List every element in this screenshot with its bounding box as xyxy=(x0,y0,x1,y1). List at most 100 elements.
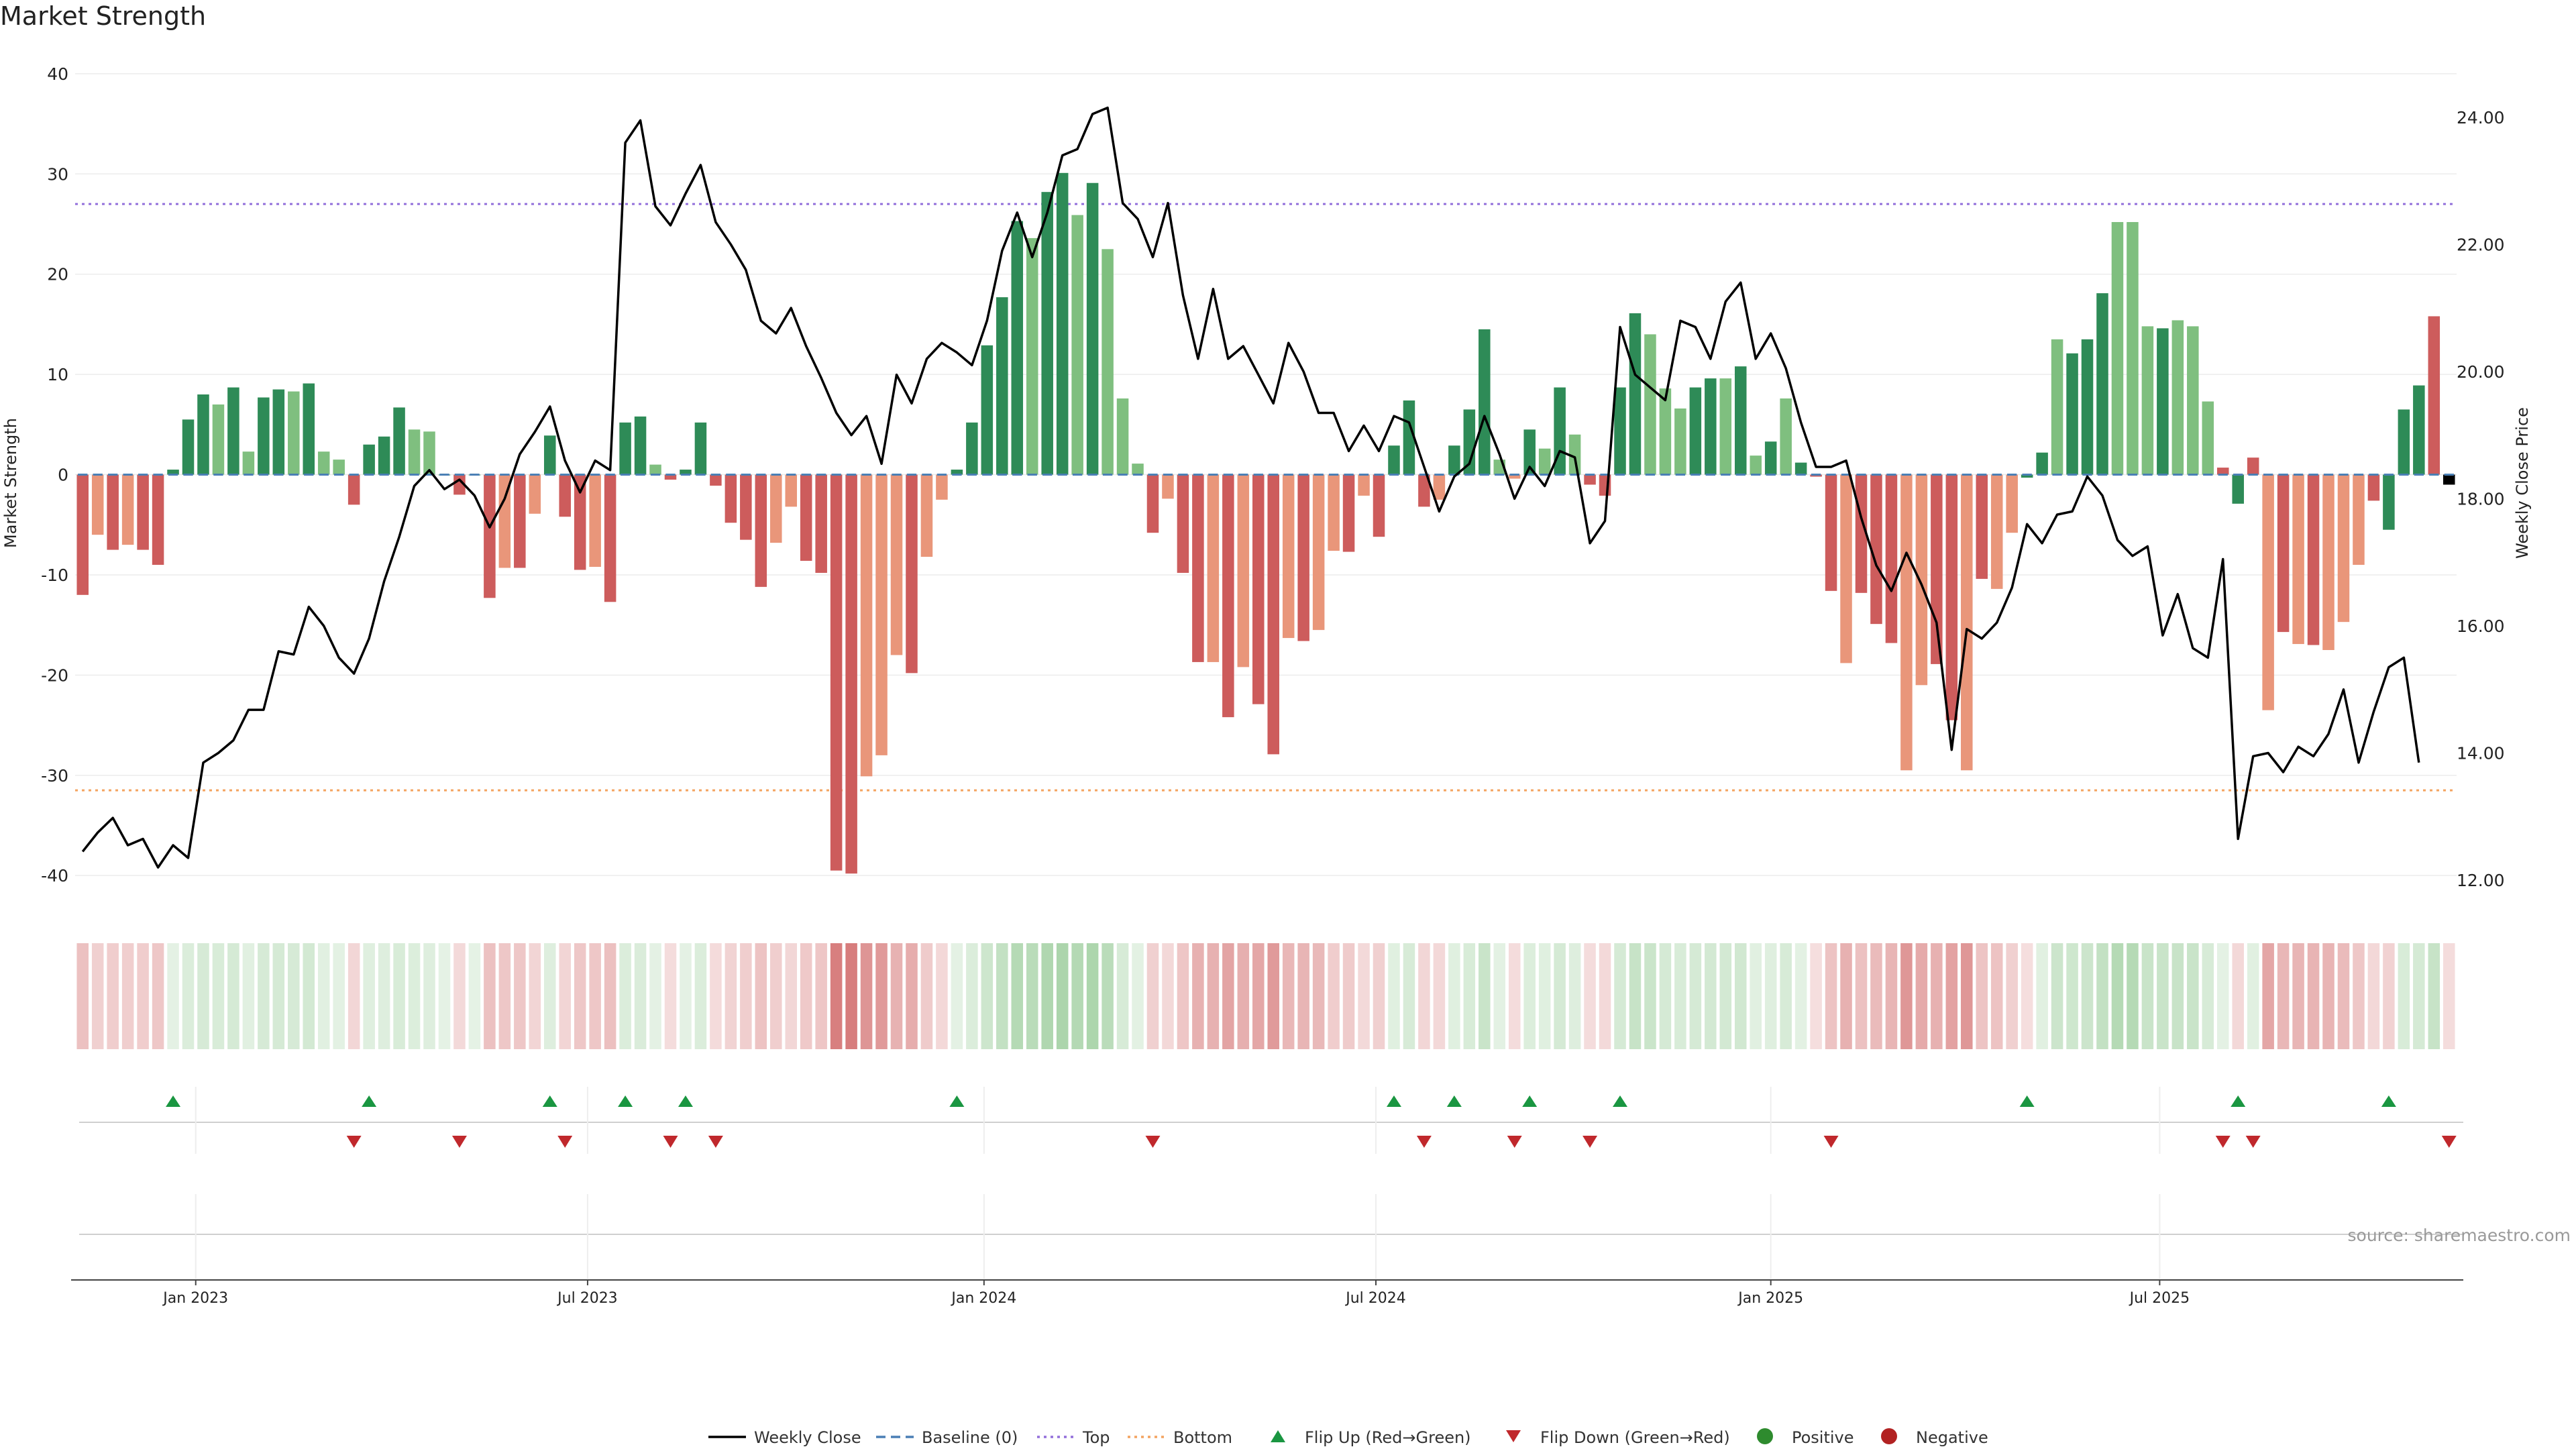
heat-cell xyxy=(875,943,888,1049)
heat-cell xyxy=(2247,943,2259,1049)
strength-bar xyxy=(1734,366,1747,475)
heat-cell xyxy=(529,943,541,1049)
legend-swatch xyxy=(1506,1430,1521,1442)
strength-bar xyxy=(1689,387,1702,475)
y-tick-left: -10 xyxy=(41,566,68,585)
flip-up-marker xyxy=(2231,1095,2246,1107)
heat-cell xyxy=(1342,943,1355,1049)
strength-bar xyxy=(1011,221,1024,475)
x-tick-label: Jan 2024 xyxy=(950,1290,1016,1307)
heat-cell xyxy=(890,943,903,1049)
legend-item-negative: Negative xyxy=(1881,1428,1988,1447)
strength-bar xyxy=(212,404,225,475)
heat-cell xyxy=(1750,943,1762,1049)
heat-cell xyxy=(1267,943,1279,1049)
strength-bar xyxy=(1479,329,1491,475)
legend-item-top: Top xyxy=(1037,1428,1110,1447)
heat-cell xyxy=(740,943,752,1049)
strength-bar xyxy=(996,297,1008,475)
strength-bar xyxy=(1794,462,1807,475)
heat-cell xyxy=(107,943,119,1049)
heat-cell xyxy=(2006,943,2018,1049)
heat-cell xyxy=(830,943,843,1049)
heat-cell xyxy=(167,943,179,1049)
strength-bar xyxy=(680,470,692,475)
strength-bar xyxy=(514,474,526,568)
flip-up-marker xyxy=(1446,1095,1462,1107)
strength-bar xyxy=(2232,474,2244,504)
heat-cell xyxy=(1584,943,1596,1049)
strength-bar xyxy=(2187,326,2199,475)
heat-cell xyxy=(1705,943,1717,1049)
heat-cell xyxy=(1554,943,1566,1049)
strength-bar xyxy=(1870,474,1882,625)
strength-bar xyxy=(423,431,435,475)
strength-bar xyxy=(906,474,918,674)
strength-bar xyxy=(1750,455,1762,475)
strength-bar xyxy=(1463,409,1476,475)
strength-bar xyxy=(589,474,601,567)
strength-bar xyxy=(875,474,888,755)
heat-cell xyxy=(2111,943,2124,1049)
heat-cell xyxy=(468,943,481,1049)
strength-bar xyxy=(724,474,737,523)
heat-cell xyxy=(212,943,225,1049)
strength-bar xyxy=(1102,249,1114,475)
legend-label: Top xyxy=(1082,1428,1110,1447)
heat-cell xyxy=(1523,943,1536,1049)
heat-cell xyxy=(2292,943,2304,1049)
strength-bars xyxy=(76,172,2455,874)
heat-cell xyxy=(2322,943,2334,1049)
strength-bar xyxy=(770,474,782,543)
heat-cell xyxy=(2367,943,2380,1049)
heat-cell xyxy=(2337,943,2350,1049)
heat-cell xyxy=(1644,943,1656,1049)
heat-cell xyxy=(197,943,209,1049)
strength-bar xyxy=(1207,474,1220,662)
legend-label: Weekly Close xyxy=(754,1428,861,1447)
heat-cell xyxy=(770,943,782,1049)
heat-cell xyxy=(1961,943,1973,1049)
legend-item-baseline: Baseline (0) xyxy=(876,1428,1018,1447)
legend-label: Baseline (0) xyxy=(922,1428,1018,1447)
heat-cell xyxy=(1614,943,1626,1049)
strength-bar xyxy=(498,474,511,568)
flip-down-marker xyxy=(451,1136,467,1148)
flip-up-marker xyxy=(618,1095,633,1107)
y-tick-left: 10 xyxy=(47,365,68,384)
strength-bar xyxy=(1990,474,2003,589)
heat-cell xyxy=(1599,943,1611,1049)
heat-cell xyxy=(1463,943,1476,1049)
heat-cell xyxy=(589,943,601,1049)
flip-down-marker xyxy=(1582,1136,1598,1148)
heat-cell xyxy=(2141,943,2154,1049)
legend-item-flip-down: Flip Down (Green→Red) xyxy=(1506,1428,1730,1447)
flip-down-marker xyxy=(1507,1136,1522,1148)
x-tick-label: Jul 2024 xyxy=(1344,1290,1406,1307)
heat-cell xyxy=(1056,943,1069,1049)
strength-bar xyxy=(258,397,270,475)
legend-swatch xyxy=(1271,1430,1285,1442)
heat-cell xyxy=(498,943,511,1049)
strength-bar xyxy=(2247,458,2259,475)
strength-bar xyxy=(1026,237,1038,475)
heat-cell xyxy=(951,943,963,1049)
strength-bar xyxy=(1222,474,1234,718)
strength-bar xyxy=(2322,474,2334,650)
strength-bar xyxy=(91,474,104,535)
heat-cell xyxy=(1102,943,1114,1049)
strength-bar xyxy=(1674,408,1686,475)
strength-bar xyxy=(2216,468,2229,475)
heat-cell xyxy=(2413,943,2425,1049)
strength-bar xyxy=(1629,313,1642,475)
legend-swatch xyxy=(1757,1428,1773,1444)
heat-cell xyxy=(2398,943,2410,1049)
threshold-lines xyxy=(75,203,2457,792)
x-tick-label: Jan 2023 xyxy=(162,1290,228,1307)
heat-cell xyxy=(1885,943,1898,1049)
strength-bar xyxy=(815,474,827,573)
source-credit: source: sharemaestro.com xyxy=(2348,1226,2571,1245)
strength-bar xyxy=(755,474,767,587)
y-tick-left: 30 xyxy=(47,164,68,184)
y-tick-right: 22.00 xyxy=(2457,235,2505,254)
